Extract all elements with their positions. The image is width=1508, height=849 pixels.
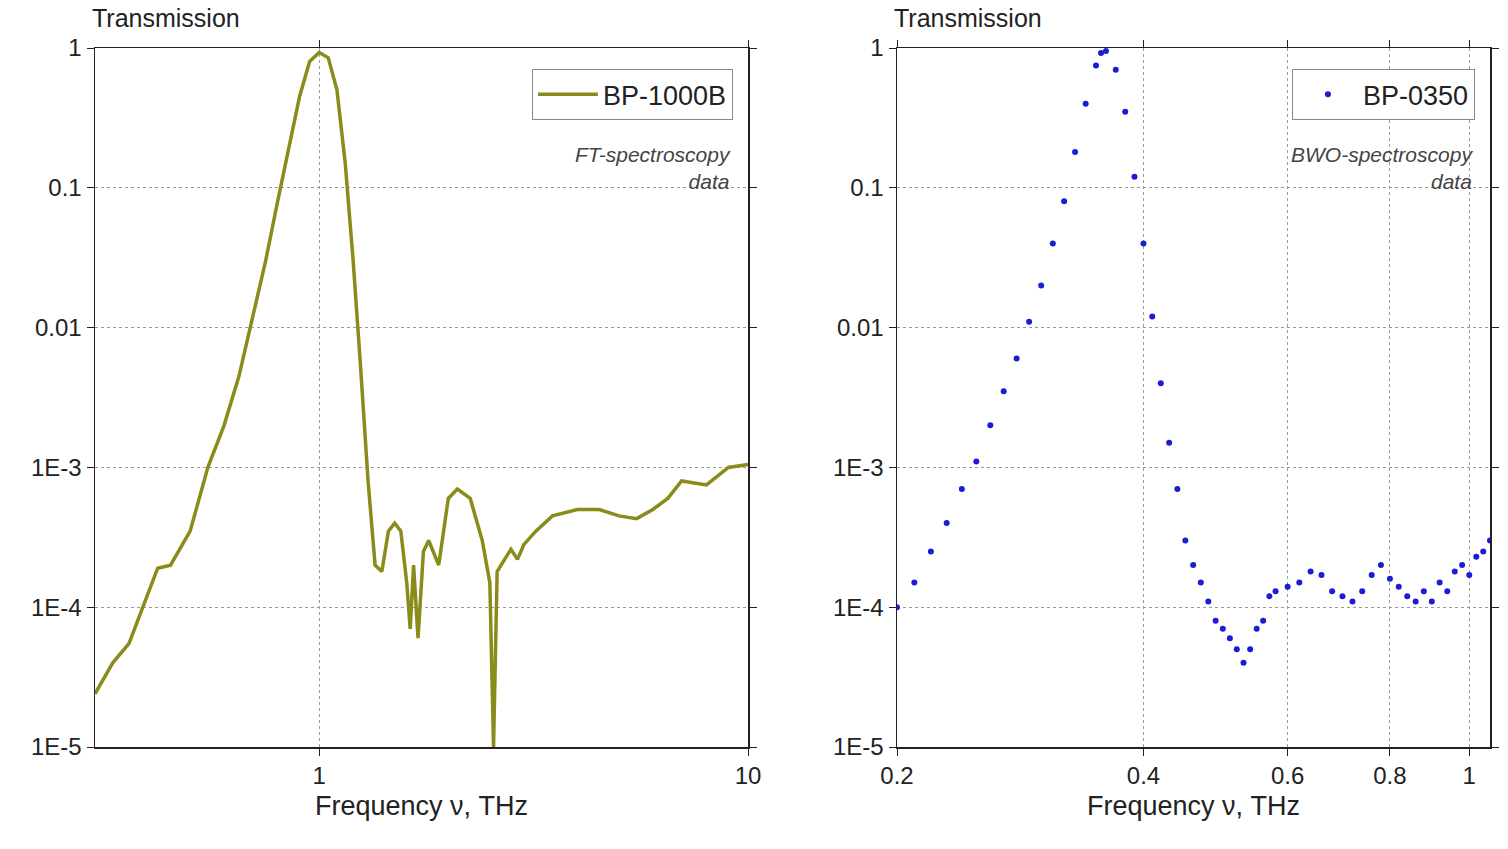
svg-text:Transmission: Transmission [92,4,240,32]
svg-text:0.4: 0.4 [1127,762,1160,789]
svg-text:1: 1 [313,762,326,789]
svg-text:0.1: 0.1 [48,174,81,201]
svg-text:0.2: 0.2 [880,762,913,789]
svg-text:0.6: 0.6 [1271,762,1304,789]
svg-text:1E-4: 1E-4 [833,594,884,621]
svg-text:10: 10 [735,762,762,789]
svg-text:0.1: 0.1 [850,174,883,201]
svg-text:BP-1000B: BP-1000B [603,81,726,111]
svg-text:1E-4: 1E-4 [31,594,82,621]
svg-text:0.01: 0.01 [35,314,82,341]
svg-text:1: 1 [68,34,81,61]
svg-text:FT-spectroscopydata: FT-spectroscopydata [575,143,731,193]
svg-text:Frequency ν, THz: Frequency ν, THz [1087,791,1300,821]
svg-text:Transmission: Transmission [894,4,1042,32]
svg-text:1E-5: 1E-5 [833,733,884,760]
svg-text:1E-3: 1E-3 [31,454,82,481]
svg-text:BWO-spectroscopydata: BWO-spectroscopydata [1291,143,1473,193]
svg-text:1E-5: 1E-5 [31,733,82,760]
svg-text:1: 1 [1463,762,1476,789]
svg-text:0.01: 0.01 [837,314,884,341]
svg-text:0.8: 0.8 [1373,762,1406,789]
svg-text:1E-3: 1E-3 [833,454,884,481]
svg-text:1: 1 [870,34,883,61]
svg-text:BP-0350: BP-0350 [1363,81,1468,111]
svg-text:Frequency ν, THz: Frequency ν, THz [315,791,528,821]
